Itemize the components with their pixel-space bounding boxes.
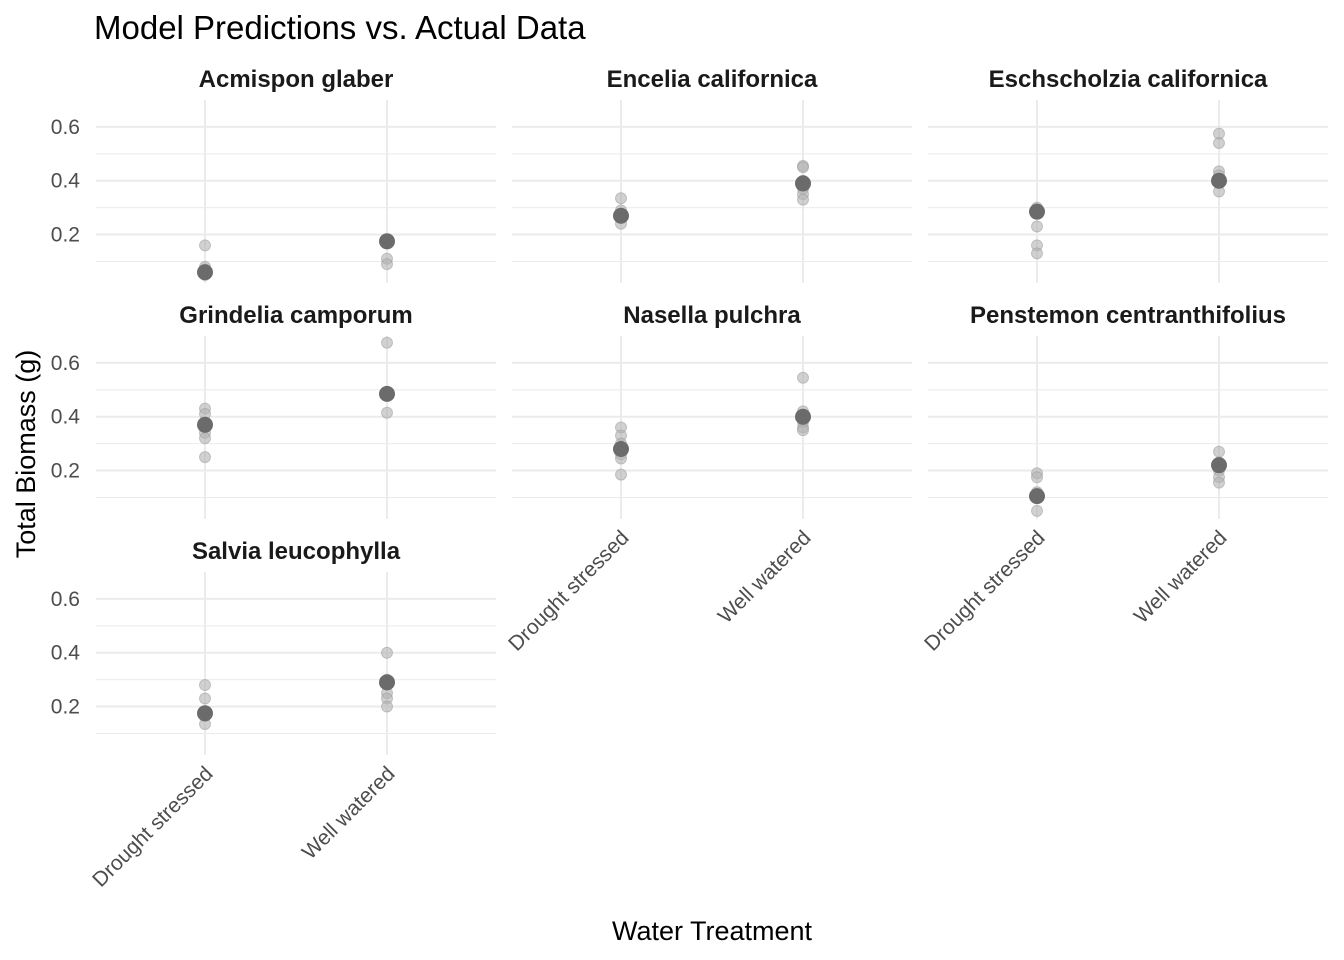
observed-point [1213, 137, 1225, 150]
observed-point [797, 424, 809, 437]
facet-label-grindelia-camporum: Grindelia camporum [179, 302, 412, 329]
predicted-point [197, 264, 213, 281]
predicted-point [795, 408, 811, 425]
observed-point [199, 239, 211, 252]
facet-acmispon-glaber: Acmispon glaber 0.2 0.4 0.6 [51, 66, 496, 283]
facet-label-nasella-pulchra: Nasella pulchra [623, 302, 801, 329]
predicted-point [1211, 172, 1227, 189]
predicted-point [379, 385, 395, 402]
observed-point [1031, 220, 1043, 233]
facet-label-eschscholzia-californica: Eschscholzia californica [989, 66, 1268, 93]
chart-title: Model Predictions vs. Actual Data [94, 9, 586, 46]
predicted-point [1211, 457, 1227, 474]
y-tick-label: 0.4 [51, 406, 81, 429]
observed-point [797, 193, 809, 206]
observed-point [381, 258, 393, 271]
predicted-point [613, 441, 629, 458]
observed-point [615, 192, 627, 205]
observed-point [1031, 247, 1043, 260]
y-tick-label: 0.2 [51, 460, 80, 483]
predicted-point [613, 207, 629, 224]
observed-point [1031, 471, 1043, 484]
predicted-point [795, 175, 811, 192]
facet-penstemon-centranthifolius: Penstemon centranthifolius Drought stress… [920, 302, 1328, 656]
y-tick-label: 0.6 [51, 588, 80, 611]
facet-label-encelia-californica: Encelia californica [607, 66, 818, 93]
observed-point [1031, 504, 1043, 517]
facet-label-salvia-leucophylla: Salvia leucophylla [192, 538, 401, 565]
x-tick-label: Drought stressed [504, 526, 633, 655]
predicted-point [1029, 203, 1045, 220]
x-tick-label: Well watered [1130, 526, 1232, 628]
y-axis-title: Total Biomass (g) [11, 350, 41, 559]
observed-point [199, 692, 211, 705]
predicted-point [379, 233, 395, 250]
facet-nasella-pulchra: Nasella pulchra Drought stressed Well wate… [504, 302, 912, 656]
facet-encelia-californica: Encelia californica [512, 66, 912, 283]
y-tick-label: 0.2 [51, 696, 80, 719]
y-tick-label: 0.4 [51, 642, 81, 665]
y-tick-label: 0.6 [51, 116, 80, 139]
predicted-point [197, 416, 213, 433]
observed-point [1213, 445, 1225, 458]
observed-point [381, 406, 393, 419]
facet-salvia-leucophylla: Salvia leucophylla 0.2 0.4 0.6 Drought stres… [51, 538, 496, 892]
observed-point [615, 468, 627, 481]
facet-label-penstemon-centranthifolius: Penstemon centranthifolius [970, 302, 1286, 329]
facet-grindelia-camporum: Grindelia camporum 0.2 0.4 0.6 [51, 302, 496, 519]
observed-point [381, 336, 393, 349]
facet-grid: Acmispon glaber 0.2 0.4 0.6 Encelia californ… [51, 66, 1328, 892]
x-axis-title: Water Treatment [612, 916, 813, 946]
observed-point [1213, 476, 1225, 489]
observed-point [199, 451, 211, 464]
x-tick-label: Drought stressed [920, 526, 1049, 655]
predicted-point [379, 674, 395, 691]
observed-point [381, 646, 393, 659]
facet-label-acmispon-glaber: Acmispon glaber [199, 66, 394, 93]
observed-point [797, 161, 809, 174]
y-tick-label: 0.6 [51, 352, 80, 375]
facet-eschscholzia-californica: Eschscholzia californica [928, 66, 1328, 283]
predicted-point [1029, 488, 1045, 505]
predicted-point [197, 705, 213, 722]
y-tick-label: 0.2 [51, 224, 80, 247]
observed-point [381, 700, 393, 713]
observed-point [199, 679, 211, 692]
observed-point [199, 432, 211, 445]
observed-point [797, 371, 809, 384]
x-tick-label: Drought stressed [88, 762, 217, 891]
x-tick-label: Well watered [298, 762, 400, 864]
y-tick-label: 0.4 [51, 170, 81, 193]
x-tick-label: Well watered [714, 526, 816, 628]
